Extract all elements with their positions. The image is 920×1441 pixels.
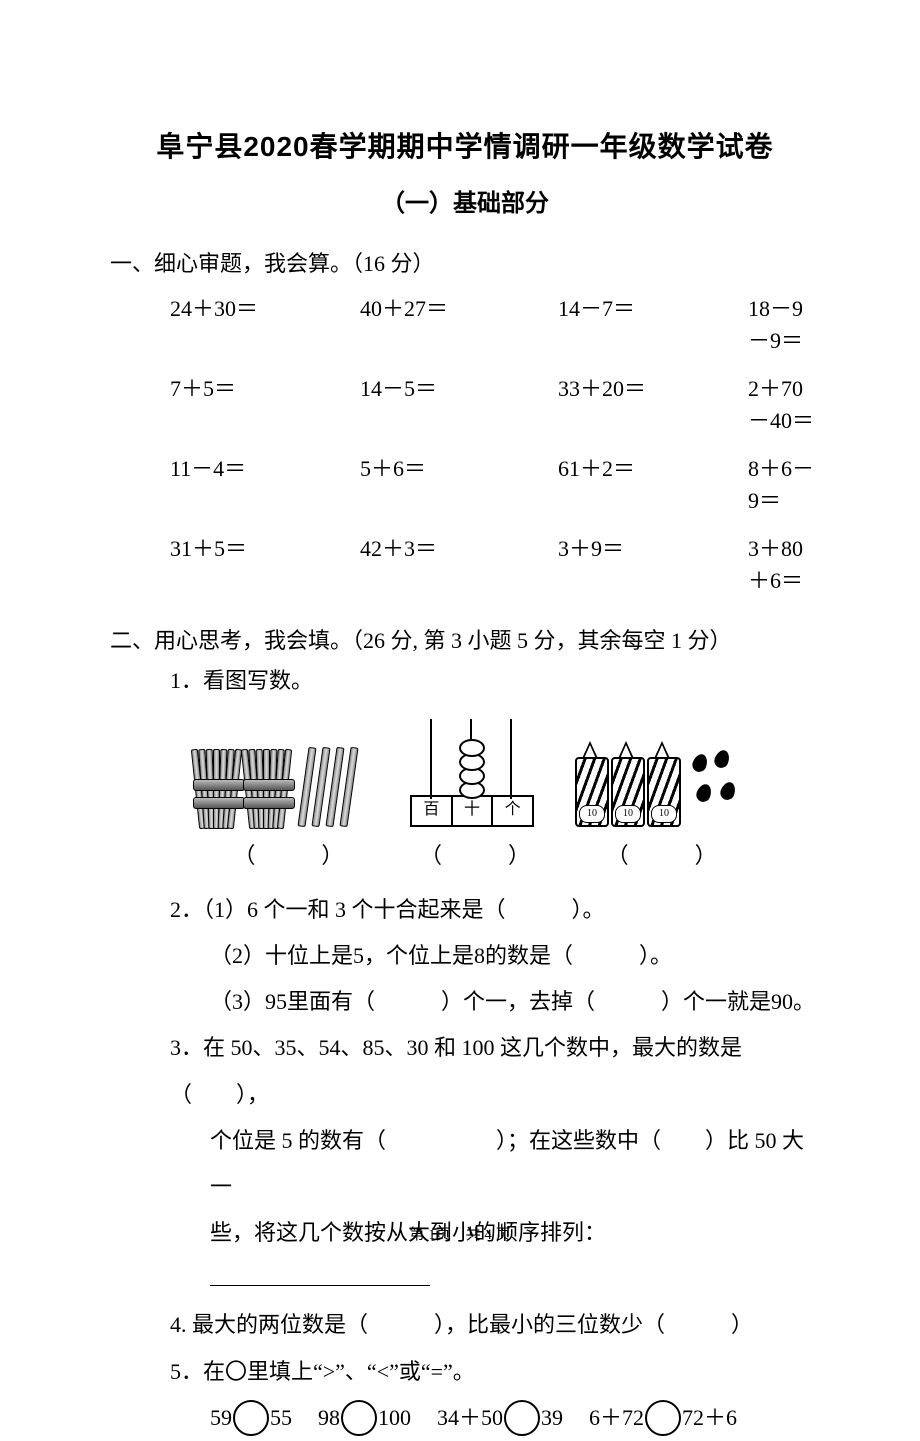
exam-page: 阜宁县2020春学期期中学情调研一年级数学试卷 （一）基础部分 一、细心审题，我… [0, 0, 920, 1302]
calc-cell: 31＋5＝ [170, 531, 360, 595]
q3-b: 个位是 5 的数有（ ）；在这些数中（ ）比 50 大一 [210, 1118, 815, 1210]
page-subtitle: （一）基础部分 [115, 183, 815, 218]
calc-row: 31＋5＝ 42＋3＝ 3＋9＝ 3＋80＋6＝ [170, 531, 815, 595]
calc-cell: 33＋20＝ [558, 371, 748, 435]
abacus-col-label: 个 [493, 797, 532, 825]
compare-left: 98 [318, 1405, 340, 1430]
calc-cell: 14－5＝ [360, 371, 558, 435]
compare-circle [233, 1400, 269, 1436]
answer-paren: （ ） [568, 833, 755, 879]
section1-heading: 一、细心审题，我会算。（16 分） [110, 246, 815, 281]
page-number: 第 1页 共 4 页 [0, 1223, 920, 1244]
q5-head: 5．在〇里填上“>”、“<”或“=”。 [170, 1349, 815, 1395]
compare-row: 59 55 98 100 34＋50 39 6＋72 72＋6 [210, 1395, 815, 1441]
compare-item: 59 55 [210, 1395, 292, 1441]
calc-cell: 8＋6－9＝ [748, 451, 815, 515]
q2-3: （3）95里面有（ ）个一，去掉（ ）个一就是90。 [210, 979, 815, 1025]
compare-right: 100 [378, 1405, 411, 1430]
calc-cell: 3＋80＋6＝ [748, 531, 815, 595]
answer-paren: （ ） [382, 833, 569, 879]
q1-label: 1．看图写数。 [170, 658, 815, 704]
calc-cell: 61＋2＝ [558, 451, 748, 515]
compare-circle [341, 1400, 377, 1436]
q2-1: 2．（1）6 个一和 3 个十合起来是（ ）。 [170, 887, 815, 933]
compare-circle [645, 1400, 681, 1436]
compare-left: 6＋72 [589, 1405, 644, 1430]
calc-row: 11－4＝ 5＋6＝ 61＋2＝ 8＋6－9＝ [170, 451, 815, 515]
calc-row: 24＋30＝ 40＋27＝ 14－7＝ 18－9－9＝ [170, 291, 815, 355]
calc-cell: 5＋6＝ [360, 451, 558, 515]
q4: 4. 最大的两位数是（ ），比最小的三位数少（ ） [170, 1302, 815, 1348]
abacus-figure: 百 十 个 [410, 717, 530, 827]
answer-paren: （ ） [195, 833, 382, 879]
compare-item: 34＋50 39 [437, 1395, 563, 1441]
abacus-col-label: 百 [412, 797, 453, 825]
crayon-label: 10 [579, 805, 605, 823]
paren-row: （ ） （ ） （ ） [195, 833, 755, 879]
calc-cell: 40＋27＝ [360, 291, 558, 355]
compare-left: 34＋50 [437, 1405, 503, 1430]
section2-heading: 二、用心思考，我会填。（26 分, 第 3 小题 5 分，其余每空 1 分） [110, 623, 815, 658]
calc-cell: 2＋70－40＝ [748, 371, 815, 435]
calc-cell: 24＋30＝ [170, 291, 360, 355]
calc-cell: 42＋3＝ [360, 531, 558, 595]
calc-grid: 24＋30＝ 40＋27＝ 14－7＝ 18－9－9＝ 7＋5＝ 14－5＝ 3… [170, 291, 815, 595]
q2-2: （2）十位上是5，个位上是8的数是（ ）。 [210, 933, 815, 979]
compare-item: 6＋72 72＋6 [589, 1395, 737, 1441]
compare-right: 55 [270, 1405, 292, 1430]
calc-cell: 11－4＝ [170, 451, 360, 515]
compare-right: 72＋6 [682, 1405, 737, 1430]
calc-row: 7＋5＝ 14－5＝ 33＋20＝ 2＋70－40＝ [170, 371, 815, 435]
crayon-label: 10 [615, 805, 641, 823]
crayons-figure: 10 10 10 [575, 732, 755, 827]
calc-cell: 7＋5＝ [170, 371, 360, 435]
answer-underline [210, 1285, 430, 1286]
calc-cell: 14－7＝ [558, 291, 748, 355]
compare-left: 59 [210, 1405, 232, 1430]
crayon-label: 10 [651, 805, 677, 823]
compare-right: 39 [541, 1405, 563, 1430]
question-block: 1．看图写数。 [115, 658, 815, 1441]
calc-cell: 3＋9＝ [558, 531, 748, 595]
compare-item: 98 100 [318, 1395, 411, 1441]
abacus-col-label: 十 [453, 797, 494, 825]
figures-row: 百 十 个 10 [195, 717, 755, 827]
q3-a: 3．在 50、35、54、85、30 和 100 这几个数中，最大的数是（ ）， [170, 1025, 815, 1117]
page-title: 阜宁县2020春学期期中学情调研一年级数学试卷 [115, 125, 815, 165]
calc-cell: 18－9－9＝ [748, 291, 815, 355]
compare-circle [504, 1400, 540, 1436]
sticks-figure [195, 732, 365, 827]
